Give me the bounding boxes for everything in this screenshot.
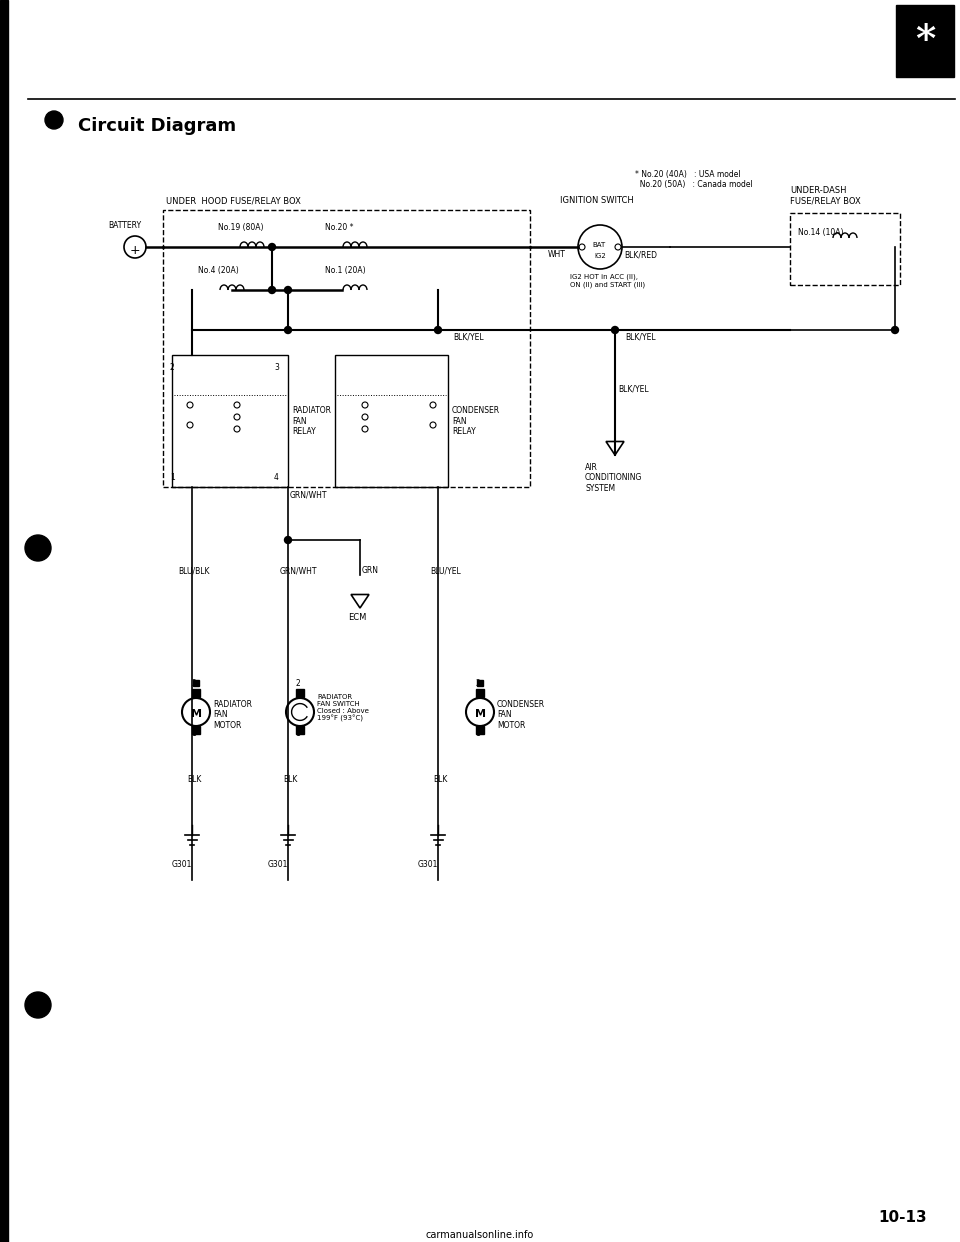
Circle shape: [234, 402, 240, 409]
Text: ECM: ECM: [348, 614, 367, 622]
Circle shape: [187, 402, 193, 409]
Text: No.20 *: No.20 *: [325, 224, 353, 232]
Circle shape: [579, 243, 585, 250]
Text: BATTERY: BATTERY: [108, 221, 141, 230]
Text: BAT: BAT: [592, 242, 605, 248]
Circle shape: [25, 535, 51, 561]
Text: GRN/WHT: GRN/WHT: [290, 491, 327, 499]
Text: 2: 2: [192, 679, 197, 688]
Circle shape: [362, 426, 368, 432]
Bar: [476, 727, 484, 734]
Bar: [790, 212, 900, 284]
Bar: [296, 689, 304, 697]
Text: No.1 (20A): No.1 (20A): [325, 266, 366, 274]
Circle shape: [430, 402, 436, 409]
Circle shape: [430, 422, 436, 428]
Text: M: M: [190, 709, 202, 719]
Text: UNDER  HOOD FUSE/RELAY BOX: UNDER HOOD FUSE/RELAY BOX: [166, 196, 300, 205]
Text: 1: 1: [192, 729, 197, 738]
Circle shape: [269, 243, 276, 251]
Bar: [163, 210, 530, 487]
Bar: [477, 681, 483, 686]
Circle shape: [466, 698, 494, 727]
Circle shape: [284, 327, 292, 334]
Text: BLK/YEL: BLK/YEL: [453, 333, 484, 342]
Bar: [193, 681, 199, 686]
Text: M: M: [474, 709, 486, 719]
Text: 3: 3: [274, 363, 278, 373]
Text: No.14 (10A): No.14 (10A): [798, 229, 844, 237]
Text: IGNITION SWITCH: IGNITION SWITCH: [560, 196, 634, 205]
Text: 2: 2: [170, 363, 175, 373]
Circle shape: [124, 236, 146, 258]
Text: G301: G301: [418, 859, 438, 869]
Circle shape: [615, 243, 621, 250]
Text: WHT: WHT: [548, 250, 565, 260]
Text: +: +: [130, 243, 140, 257]
Text: BLK: BLK: [283, 775, 298, 784]
Circle shape: [234, 414, 240, 420]
Text: 2: 2: [296, 679, 300, 688]
Text: RADIATOR
FAN SWITCH
Closed : Above
199°F (93°C): RADIATOR FAN SWITCH Closed : Above 199°F…: [317, 694, 369, 723]
Text: BLU/YEL: BLU/YEL: [430, 566, 461, 575]
Text: 1: 1: [296, 729, 300, 738]
Circle shape: [286, 698, 314, 727]
Text: No.4 (20A): No.4 (20A): [198, 266, 239, 274]
Bar: [0, 0, 8, 1242]
Bar: [192, 727, 200, 734]
Text: 2: 2: [475, 679, 480, 688]
Circle shape: [234, 426, 240, 432]
Text: BLK/RED: BLK/RED: [624, 250, 657, 260]
Circle shape: [362, 414, 368, 420]
Text: 4: 4: [274, 473, 278, 482]
Text: carmanualsonline.info: carmanualsonline.info: [426, 1230, 534, 1240]
Circle shape: [182, 698, 210, 727]
Circle shape: [578, 225, 622, 270]
Text: BLK/YEL: BLK/YEL: [618, 385, 649, 394]
Text: CONDENSER
FAN
MOTOR: CONDENSER FAN MOTOR: [497, 700, 545, 730]
Text: RADIATOR
FAN
MOTOR: RADIATOR FAN MOTOR: [213, 700, 252, 730]
Text: CONDENSER
FAN
RELAY: CONDENSER FAN RELAY: [452, 406, 500, 436]
Circle shape: [284, 287, 292, 293]
Text: *: *: [915, 22, 935, 60]
Text: G301: G301: [268, 859, 288, 869]
Text: * No.20 (40A)   : USA model
  No.20 (50A)   : Canada model: * No.20 (40A) : USA model No.20 (50A) : …: [635, 170, 753, 189]
Circle shape: [284, 537, 292, 544]
Circle shape: [269, 287, 276, 293]
Text: G301: G301: [172, 859, 192, 869]
Text: No.19 (80A): No.19 (80A): [218, 224, 263, 232]
Text: 10-13: 10-13: [878, 1211, 926, 1226]
Text: BLK: BLK: [187, 775, 202, 784]
Text: BLK: BLK: [433, 775, 447, 784]
Circle shape: [45, 111, 63, 129]
Text: GRN: GRN: [362, 566, 379, 575]
Bar: [192, 689, 200, 697]
Text: RADIATOR
FAN
RELAY: RADIATOR FAN RELAY: [292, 406, 331, 436]
Bar: [335, 355, 448, 487]
Bar: [296, 727, 304, 734]
Text: IG2: IG2: [594, 253, 606, 260]
Text: BLU/BLK: BLU/BLK: [178, 566, 209, 575]
Circle shape: [362, 402, 368, 409]
Text: 1: 1: [475, 729, 480, 738]
Text: 1: 1: [170, 473, 175, 482]
Circle shape: [435, 327, 442, 334]
Circle shape: [25, 992, 51, 1018]
Bar: [896, 5, 954, 77]
Circle shape: [892, 327, 899, 334]
Bar: [476, 689, 484, 697]
Circle shape: [187, 422, 193, 428]
Text: AIR
CONDITIONING
SYSTEM: AIR CONDITIONING SYSTEM: [585, 463, 642, 493]
Text: UNDER-DASH
FUSE/RELAY BOX: UNDER-DASH FUSE/RELAY BOX: [790, 185, 861, 205]
Circle shape: [612, 327, 618, 334]
Text: GRN/WHT: GRN/WHT: [280, 566, 318, 575]
Bar: [172, 355, 288, 487]
Text: BLK/YEL: BLK/YEL: [625, 333, 656, 342]
Text: Circuit Diagram: Circuit Diagram: [78, 117, 236, 135]
Text: IG2 HOT in ACC (II),
ON (II) and START (III): IG2 HOT in ACC (II), ON (II) and START (…: [570, 274, 645, 288]
